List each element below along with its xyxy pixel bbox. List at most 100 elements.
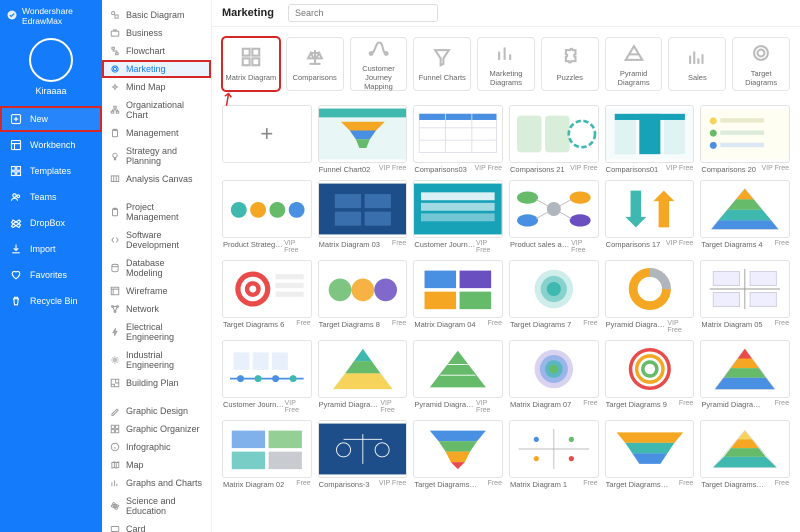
funnel-icon (431, 46, 453, 68)
category-item[interactable]: Science and Education (102, 492, 211, 520)
template-thumbnail[interactable] (222, 260, 312, 318)
template-card: Matrix Diagram 07Free (509, 340, 599, 414)
template-thumbnail[interactable] (605, 180, 695, 238)
template-thumbnail[interactable] (318, 105, 408, 163)
category-item[interactable]: Strategy and Planning (102, 142, 211, 170)
subtype-funnel[interactable]: Funnel Charts (413, 37, 471, 91)
template-thumbnail[interactable] (700, 260, 790, 318)
subtype-sales[interactable]: Sales (668, 37, 726, 91)
category-item[interactable]: Graphs and Charts (102, 474, 211, 492)
template-thumbnail[interactable] (700, 105, 790, 163)
template-tag: Free (296, 480, 310, 489)
template-thumbnail[interactable] (318, 260, 408, 318)
category-item[interactable]: Graphic Design (102, 402, 211, 420)
category-item[interactable]: Infographic (102, 438, 211, 456)
template-name: Matrix Diagram 05 (701, 320, 762, 329)
category-item[interactable]: Map (102, 456, 211, 474)
template-thumbnail[interactable] (413, 180, 503, 238)
mind-icon (110, 82, 120, 92)
template-thumbnail[interactable] (605, 260, 695, 318)
category-item[interactable]: Database Modeling (102, 254, 211, 282)
category-item[interactable]: Management (102, 124, 211, 142)
template-thumbnail[interactable] (222, 420, 312, 478)
template-thumbnail[interactable] (605, 420, 695, 478)
subtype-matrix[interactable]: Matrix Diagram (222, 37, 280, 91)
nav-item-dropbox[interactable]: DropBox (0, 210, 102, 236)
template-tag: Free (488, 480, 502, 489)
search-wrap (288, 4, 438, 22)
template-thumbnail[interactable] (509, 180, 599, 238)
avatar[interactable] (29, 38, 73, 82)
category-item[interactable]: Organizational Chart (102, 96, 211, 124)
nav-item-favorites[interactable]: Favorites (0, 262, 102, 288)
template-thumbnail[interactable] (605, 340, 695, 398)
template-thumbnail[interactable] (318, 180, 408, 238)
template-card: Customer Journe…VIP Free (413, 180, 503, 254)
template-thumbnail[interactable] (509, 420, 599, 478)
target-icon (750, 42, 772, 64)
nav-item-workbench[interactable]: Workbench (0, 132, 102, 158)
template-thumbnail[interactable] (509, 260, 599, 318)
template-thumbnail[interactable] (700, 340, 790, 398)
template-thumbnail[interactable] (222, 180, 312, 238)
subtype-puzzles[interactable]: Puzzles (541, 37, 599, 91)
nav-item-new[interactable]: New (0, 106, 102, 132)
category-item[interactable]: Software Development (102, 226, 211, 254)
category-item[interactable]: Building Plan (102, 374, 211, 392)
brand-icon (6, 9, 18, 23)
subtype-mkt[interactable]: Marketing Diagrams (477, 37, 535, 91)
template-thumbnail[interactable] (509, 105, 599, 163)
template-thumbnail[interactable] (700, 180, 790, 238)
template-thumbnail[interactable] (413, 260, 503, 318)
category-item[interactable]: Network (102, 300, 211, 318)
db-icon (110, 263, 120, 273)
template-meta: Matrix Diagram 02Free (222, 478, 312, 489)
template-thumbnail[interactable] (222, 340, 312, 398)
new-blank-template[interactable]: + (222, 105, 312, 163)
category-item[interactable]: Industrial Engineering (102, 346, 211, 374)
template-thumbnail[interactable] (509, 340, 599, 398)
template-name: Customer Journe… (223, 400, 285, 414)
category-item[interactable]: Flowchart (102, 42, 211, 60)
template-thumbnail[interactable] (413, 340, 503, 398)
category-item[interactable]: Business (102, 24, 211, 42)
category-item[interactable]: Card (102, 520, 211, 532)
category-item[interactable]: Analysis Canvas (102, 170, 211, 188)
template-thumbnail[interactable] (605, 105, 695, 163)
template-thumbnail[interactable] (700, 420, 790, 478)
template-tag: Free (679, 400, 693, 409)
category-label: Map (126, 460, 144, 470)
spark-icon (110, 327, 120, 337)
subtype-target[interactable]: Target Diagrams (732, 37, 790, 91)
category-item[interactable]: Basic Diagram (102, 6, 211, 24)
template-thumbnail[interactable] (413, 105, 503, 163)
category-item[interactable]: Marketing (102, 60, 211, 78)
category-label: Building Plan (126, 378, 179, 388)
subtype-comparisons[interactable]: Comparisons (286, 37, 344, 91)
template-thumbnail[interactable] (318, 420, 408, 478)
subtype-cjm[interactable]: Customer Journey Mapping (350, 37, 408, 91)
category-item[interactable]: Mind Map (102, 78, 211, 96)
template-meta: Target Diagrams 9Free (605, 398, 695, 409)
bulb-icon (110, 151, 120, 161)
template-tag: VIP Free (379, 165, 407, 174)
nav-item-templates[interactable]: Templates (0, 158, 102, 184)
subtype-pyramid[interactable]: Pyramid Diagrams (605, 37, 663, 91)
atom-icon (110, 501, 120, 511)
category-item[interactable]: Graphic Organizer (102, 420, 211, 438)
nav-item-teams[interactable]: Teams (0, 184, 102, 210)
category-item[interactable]: Wireframe (102, 282, 211, 300)
template-thumbnail[interactable] (318, 340, 408, 398)
template-tag: Free (775, 400, 789, 409)
category-item[interactable]: Electrical Engineering (102, 318, 211, 346)
map-icon (110, 460, 120, 470)
category-label: Graphic Design (126, 406, 188, 416)
search-input[interactable] (288, 4, 438, 22)
template-tag: VIP Free (285, 400, 311, 414)
nav-item-recycle[interactable]: Recycle Bin (0, 288, 102, 314)
template-thumbnail[interactable] (413, 420, 503, 478)
nav-item-import[interactable]: Import (0, 236, 102, 262)
category-item[interactable]: Project Management (102, 198, 211, 226)
flow-icon (110, 46, 120, 56)
journey-icon (367, 37, 389, 59)
